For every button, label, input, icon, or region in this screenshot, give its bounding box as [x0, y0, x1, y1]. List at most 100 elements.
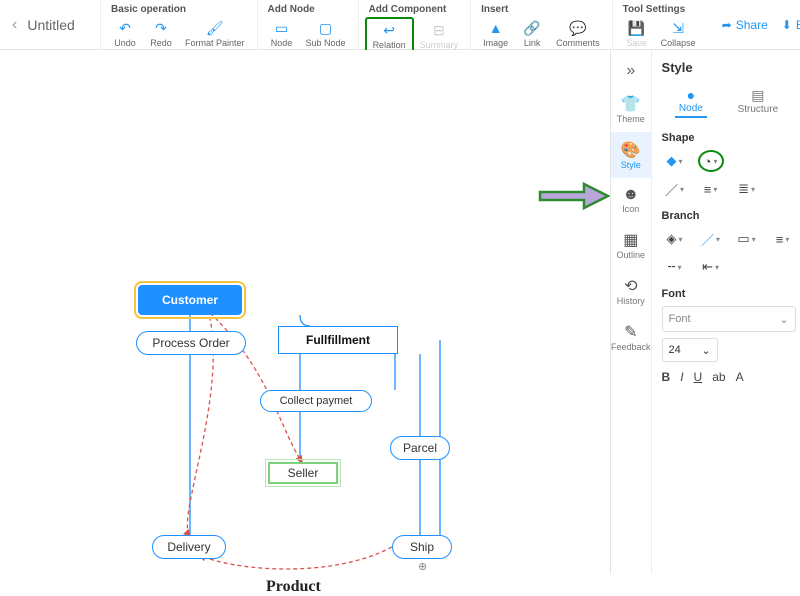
- rail-outline[interactable]: ▦Outline: [611, 222, 651, 268]
- toolbar-group-add-node: Add Node▭Node▢Sub Node: [257, 0, 358, 49]
- top-toolbar: ‹ Untitled Basic operation↶Undo↷Redo🖌For…: [0, 0, 800, 50]
- toolbar-groups: Basic operation↶Undo↷Redo🖌Format Painter…: [100, 0, 708, 49]
- export-icon: ⬇: [782, 18, 792, 32]
- structure-icon: ▤: [751, 87, 764, 104]
- shape-row-1: ◆▾ ◔▾: [662, 150, 796, 172]
- image-icon: ▲: [489, 19, 503, 37]
- icon-icon: ☻: [622, 186, 639, 204]
- align-center-button[interactable]: ≣▾: [734, 178, 760, 200]
- tab-label: Node: [679, 103, 703, 114]
- rail-style[interactable]: 🎨Style: [611, 132, 651, 178]
- toolbar-item-label: Link: [524, 38, 541, 48]
- free-label-product[interactable]: Product: [266, 578, 321, 596]
- rail-label: Style: [621, 160, 641, 170]
- export-button[interactable]: ⬇Export: [782, 18, 800, 32]
- document-title[interactable]: Untitled: [27, 17, 74, 33]
- chevron-down-icon: ⌄: [701, 344, 710, 357]
- node-fulfillment[interactable]: Fullfillment: [278, 326, 398, 354]
- font-color-button[interactable]: A: [736, 370, 744, 384]
- rail-label: Icon: [622, 204, 639, 214]
- feedback-icon: ✎: [624, 322, 637, 342]
- font-size-select[interactable]: 24⌄: [662, 338, 718, 362]
- font-style-row: B I U ab A: [662, 370, 796, 384]
- bold-button[interactable]: B: [662, 370, 671, 384]
- node-delivery[interactable]: Delivery: [152, 535, 226, 559]
- tab-label: Structure: [738, 104, 779, 115]
- summary-icon: ⊟: [433, 21, 445, 39]
- toolbar-group-insert: Insert▲Image🔗Link💬Comments: [470, 0, 612, 49]
- toolbar-item-label: Relation: [373, 40, 406, 50]
- lowercase-button[interactable]: ab: [712, 370, 725, 384]
- branch-list-button[interactable]: ≡▾: [770, 228, 796, 250]
- add-child-handle[interactable]: ⊕: [418, 560, 427, 573]
- group-title: Add Node: [264, 2, 352, 17]
- link-icon: 🔗: [523, 19, 540, 37]
- tab-node[interactable]: ●Node: [675, 85, 707, 118]
- rail-history[interactable]: ⟲History: [611, 268, 651, 314]
- document-title-area: ‹ Untitled: [0, 0, 100, 49]
- node-seller[interactable]: Seller: [268, 462, 338, 484]
- node-ship[interactable]: Ship: [392, 535, 452, 559]
- image-button[interactable]: ▲Image: [477, 17, 514, 50]
- font-family-select[interactable]: Font⌄: [662, 306, 796, 332]
- save-button: 💾Save: [619, 17, 655, 50]
- node-customer[interactable]: Customer: [138, 285, 242, 315]
- underline-button[interactable]: U: [694, 370, 703, 384]
- align-left-button[interactable]: ≡▾: [698, 178, 724, 200]
- undo-button[interactable]: ↶Undo: [107, 17, 143, 50]
- comments-button[interactable]: 💬Comments: [550, 17, 606, 50]
- shape-style-button[interactable]: ◔▾: [698, 150, 724, 172]
- history-icon: ⟲: [624, 276, 637, 296]
- toolbar-item-label: Redo: [150, 38, 172, 48]
- back-icon[interactable]: ‹: [12, 16, 17, 34]
- diagram-canvas[interactable]: Customer Process Order Fullfillment Collect…: [0, 50, 610, 574]
- branch-rect-button[interactable]: ▭▾: [734, 228, 760, 250]
- link-button[interactable]: 🔗Link: [514, 17, 550, 50]
- collapse-panel-icon[interactable]: »: [626, 56, 635, 86]
- italic-button[interactable]: I: [680, 370, 683, 384]
- chevron-down-icon: ⌄: [779, 313, 788, 326]
- branch-line-button[interactable]: ／▾: [698, 228, 724, 250]
- format-painter-button[interactable]: 🖌Format Painter: [179, 17, 251, 50]
- node-icon: ●: [687, 87, 695, 103]
- toolbar-item-label: Save: [626, 38, 647, 48]
- node-parcel[interactable]: Parcel: [390, 436, 450, 460]
- rail-label: Feedback: [611, 342, 651, 352]
- toolbar-group-basic-operation: Basic operation↶Undo↷Redo🖌Format Painter: [100, 0, 257, 49]
- line-style-button[interactable]: ／▾: [662, 178, 688, 200]
- node-collect[interactable]: Collect paymet: [260, 390, 372, 412]
- branch-color-button[interactable]: ◈▾: [662, 228, 688, 250]
- branch-row-1: ◈▾ ／▾ ▭▾ ≡▾: [662, 228, 796, 250]
- toolbar-item-label: Summary: [420, 40, 459, 50]
- toolbar-item-label: Node: [271, 38, 293, 48]
- rail-icon[interactable]: ☻Icon: [611, 178, 651, 222]
- theme-icon: 👕: [621, 94, 641, 114]
- panel-tabs: ●Node ▤Structure: [662, 85, 796, 118]
- node-button[interactable]: ▭Node: [264, 17, 300, 50]
- toolbar-group-tool-settings: Tool Settings💾Save⇲Collapse: [612, 0, 708, 49]
- sub-node-button[interactable]: ▢Sub Node: [300, 17, 352, 50]
- branch-dash-button[interactable]: ╌▾: [662, 256, 688, 278]
- share-button[interactable]: ➦Share: [722, 18, 768, 32]
- group-title: Tool Settings: [619, 2, 702, 17]
- toolbar-item-label: Collapse: [661, 38, 696, 48]
- rail-feedback[interactable]: ✎Feedback: [611, 314, 651, 360]
- rail-theme[interactable]: 👕Theme: [611, 86, 651, 132]
- relation-button[interactable]: ↩Relation: [365, 17, 414, 54]
- redo-button[interactable]: ↷Redo: [143, 17, 179, 50]
- toolbar-item-label: Undo: [114, 38, 136, 48]
- outline-icon: ▦: [623, 230, 638, 250]
- node-process[interactable]: Process Order: [136, 331, 246, 355]
- panel-title: Style: [662, 60, 796, 75]
- collapse-button[interactable]: ⇲Collapse: [655, 17, 702, 50]
- format-painter-icon: 🖌: [206, 19, 224, 37]
- save-icon: 💾: [628, 19, 645, 37]
- branch-arrow-button[interactable]: ⇤▾: [698, 256, 724, 278]
- edges-layer: [0, 50, 610, 574]
- tab-structure[interactable]: ▤Structure: [734, 85, 783, 118]
- branch-section-label: Branch: [662, 210, 796, 222]
- group-title: Insert: [477, 2, 606, 17]
- shape-fill-button[interactable]: ◆▾: [662, 150, 688, 172]
- share-icon: ➦: [722, 18, 732, 32]
- toolbar-item-label: Image: [483, 38, 508, 48]
